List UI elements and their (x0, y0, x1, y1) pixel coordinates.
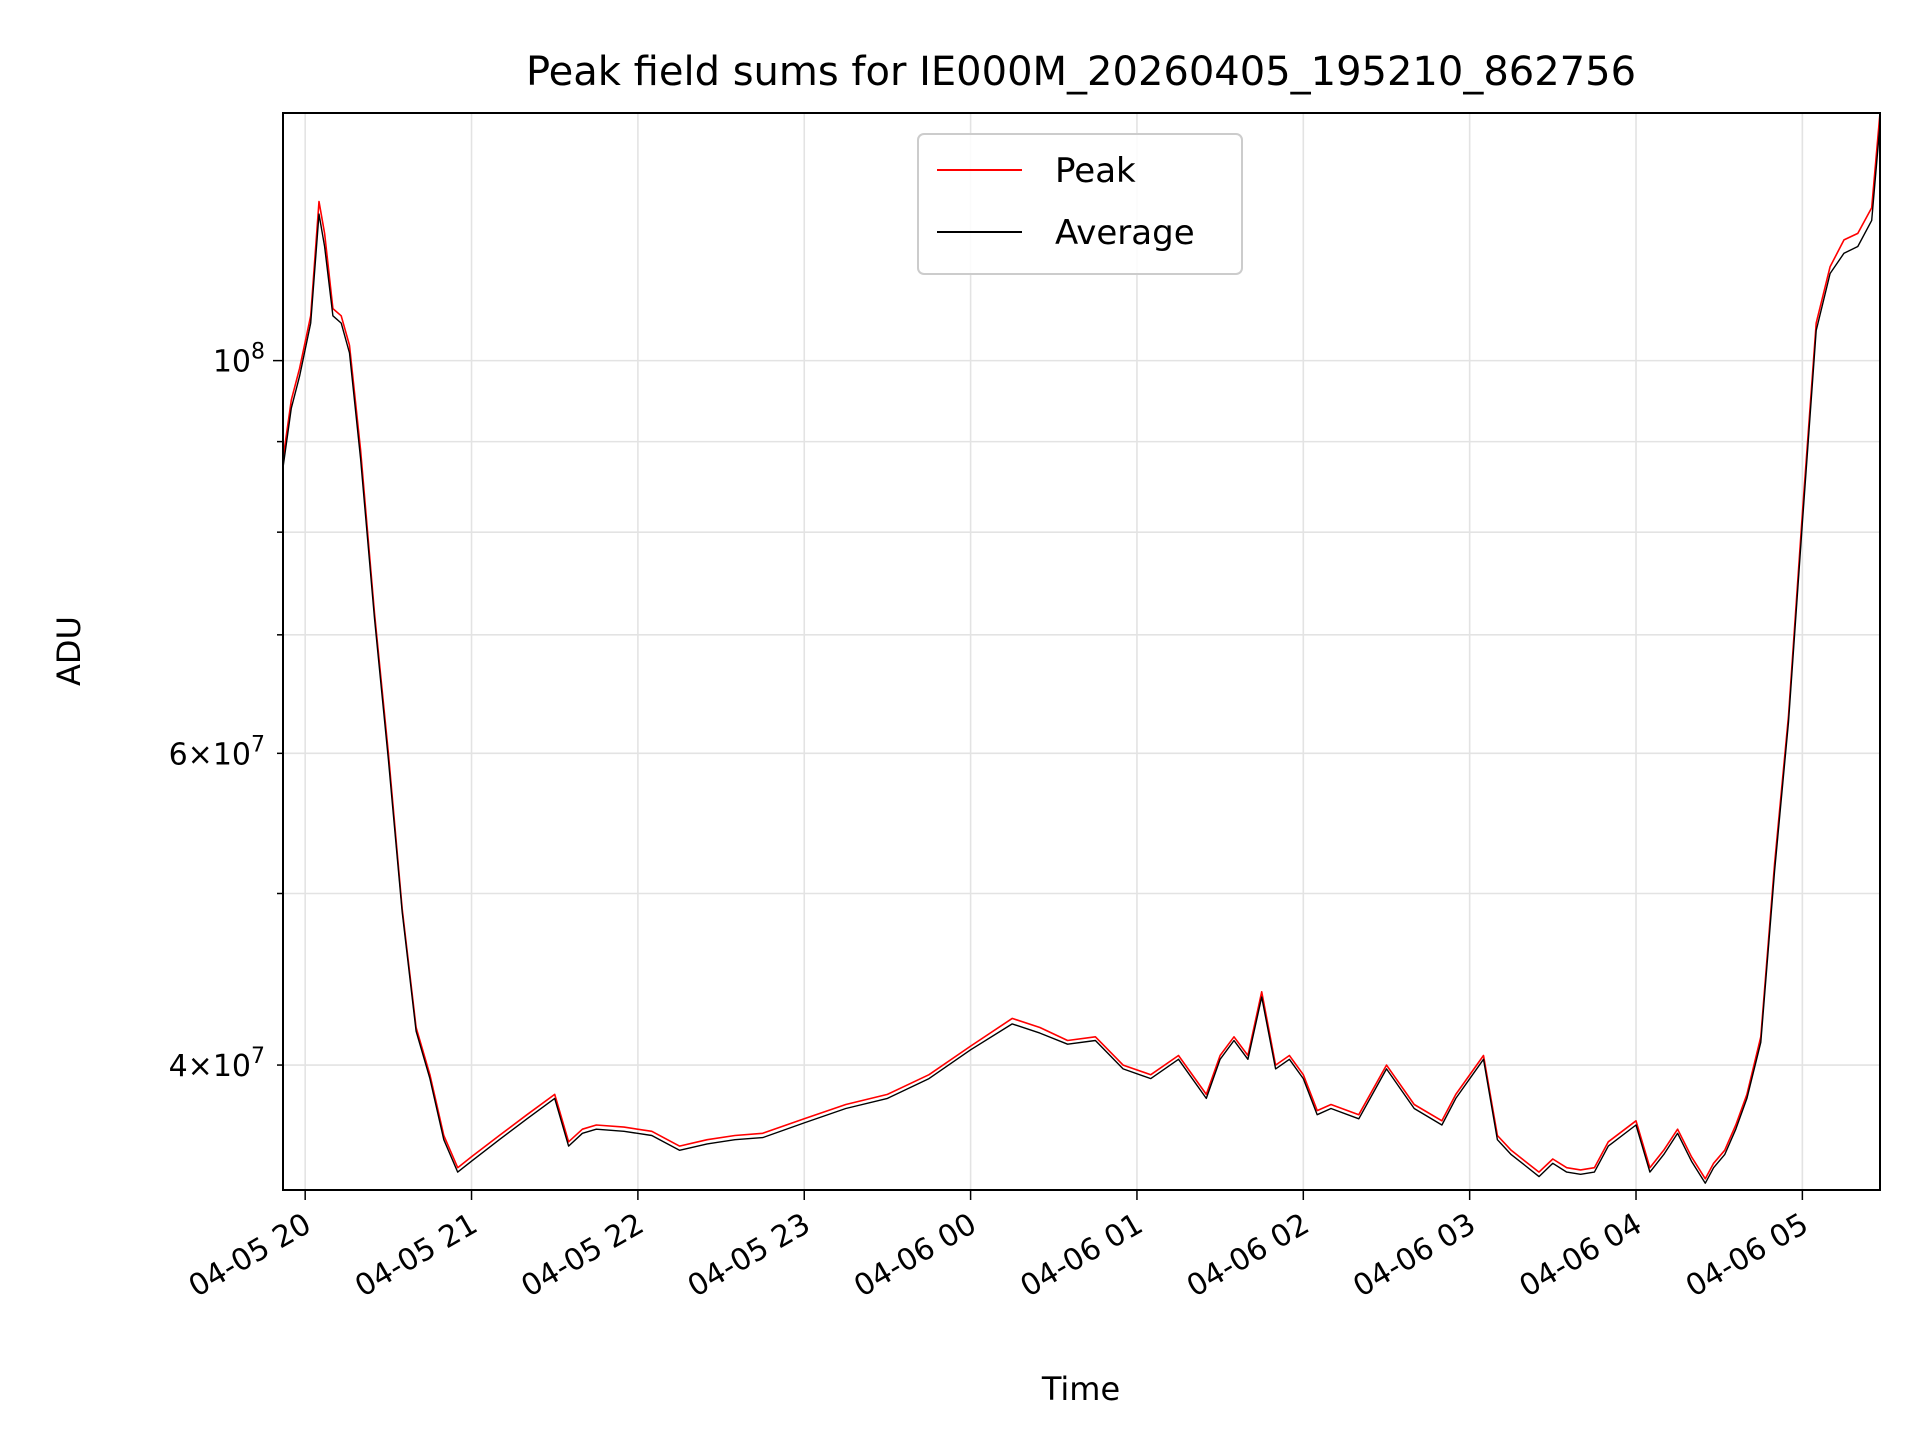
legend-peak-label: Peak (1055, 151, 1136, 191)
plot-frame (282, 112, 1881, 1191)
chart-title: Peak field sums for IE000M_20260405_1952… (526, 49, 1636, 95)
series-line-average (282, 124, 1881, 1184)
grid-lines (283, 113, 1880, 1190)
series-line-peak (282, 112, 1881, 1180)
series-lines (282, 112, 1881, 1184)
y-tick-label: 6×107 (169, 732, 265, 772)
legend-average-label: Average (1055, 213, 1195, 253)
y-axis-label: ADU (50, 616, 88, 686)
y-axis-ticks: 108 4×107 6×107 (169, 340, 283, 1084)
y-tick-label: 4×107 (169, 1044, 265, 1084)
y-tick-label: 108 (213, 340, 265, 380)
legend: Peak Average (917, 133, 1243, 275)
x-axis-label: Time (1041, 1370, 1120, 1408)
